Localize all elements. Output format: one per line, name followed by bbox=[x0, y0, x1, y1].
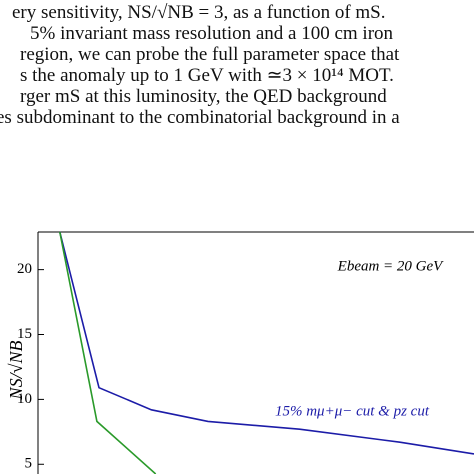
series-line bbox=[59, 231, 157, 474]
text-line: rger mS at this luminosity, the QED back… bbox=[20, 86, 387, 107]
y-tick-label: 5 bbox=[25, 456, 33, 472]
text-line: 5% invariant mass resolution and a 100 c… bbox=[30, 23, 394, 44]
y-tick-label: 15 bbox=[17, 326, 32, 342]
y-axis-label: NS/√NB bbox=[6, 341, 26, 401]
text-line: region, we can probe the full parameter … bbox=[20, 44, 400, 65]
y-tick-label: 20 bbox=[17, 261, 32, 277]
text-line: ery sensitivity, NS/√NB = 3, as a functi… bbox=[12, 2, 386, 23]
text-line: es subdominant to the combinatorial back… bbox=[0, 107, 400, 128]
series-line bbox=[59, 231, 474, 455]
y-tick-label: 10 bbox=[17, 391, 32, 407]
annotation: Ebeam = 20 GeV bbox=[337, 258, 445, 274]
annotation: 15% mμ+μ− cut & pz cut bbox=[275, 403, 430, 419]
text-line: s the anomaly up to 1 GeV with ≃3 × 10¹⁴… bbox=[20, 65, 394, 86]
